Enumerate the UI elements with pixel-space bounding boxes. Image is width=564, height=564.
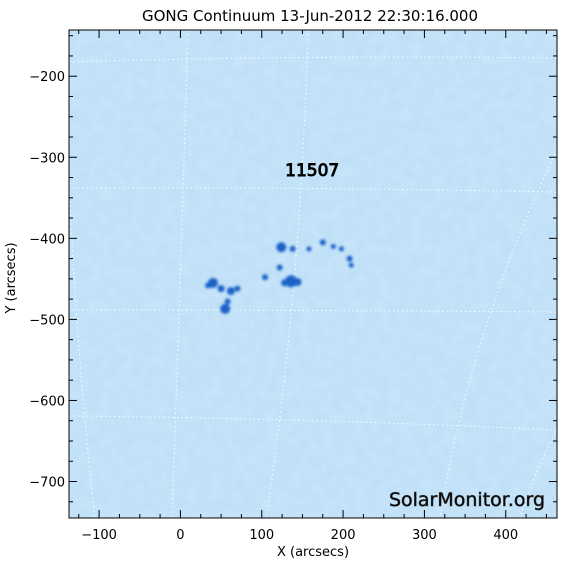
axis-ticks bbox=[69, 30, 557, 518]
x-tick-label: −100 bbox=[81, 528, 117, 543]
sunspot-2 bbox=[289, 245, 296, 252]
sunspot-1 bbox=[276, 242, 287, 253]
y-tick-label: −600 bbox=[29, 394, 65, 409]
y-tick-label: −200 bbox=[29, 70, 65, 85]
sunspot-10 bbox=[262, 274, 269, 281]
sunspot-12 bbox=[281, 279, 289, 287]
x-tick-label: 100 bbox=[249, 528, 274, 543]
granulation-texture bbox=[69, 30, 557, 518]
x-tick-labels: −100 0 100 200 300 400 bbox=[81, 528, 518, 543]
sunspot-5 bbox=[330, 243, 336, 249]
x-tick-label: 300 bbox=[412, 528, 437, 543]
y-tick-labels: −200 −300 −400 −500 −600 −700 bbox=[29, 70, 65, 490]
x-tick-label: 200 bbox=[331, 528, 356, 543]
sunspot-13 bbox=[293, 278, 302, 287]
sunspot-19 bbox=[224, 298, 231, 305]
x-axis-label: X (arcsecs) bbox=[277, 545, 349, 560]
active-region-label: 11507 bbox=[285, 161, 339, 181]
sunspot-7 bbox=[346, 255, 353, 262]
sunspot-group bbox=[205, 239, 354, 314]
heliographic-grid bbox=[69, 30, 557, 518]
y-tick-label: −700 bbox=[29, 476, 65, 491]
x-tick-label: 0 bbox=[176, 528, 184, 543]
sunspot-6 bbox=[338, 246, 344, 252]
sunspot-4 bbox=[319, 239, 326, 246]
grid-line-lon-2 bbox=[171, 30, 189, 518]
x-tick-label: 400 bbox=[493, 528, 518, 543]
sunspot-18 bbox=[234, 285, 241, 292]
grid-line-lon-3 bbox=[265, 30, 309, 518]
plot-frame bbox=[68, 29, 558, 519]
watermark: SolarMonitor.org bbox=[389, 489, 545, 511]
sunspot-15 bbox=[205, 282, 212, 289]
y-axis-label: Y (arcsecs) bbox=[4, 242, 19, 314]
sunspot-17 bbox=[226, 287, 235, 296]
sunspot-16 bbox=[217, 285, 225, 293]
sunspot-11 bbox=[285, 275, 298, 288]
sunspot-20 bbox=[220, 303, 231, 314]
sunspot-8 bbox=[348, 262, 354, 268]
y-tick-label: −500 bbox=[29, 313, 65, 328]
grid-line-lon-1 bbox=[69, 169, 96, 518]
sunspot-3 bbox=[306, 246, 312, 252]
y-tick-label: −300 bbox=[29, 151, 65, 166]
sunspot-9 bbox=[276, 264, 283, 271]
figure-title: GONG Continuum 13-Jun-2012 22:30:16.000 bbox=[142, 7, 478, 25]
y-tick-label: −400 bbox=[29, 232, 65, 247]
grid-line-lon-5 bbox=[519, 429, 557, 518]
